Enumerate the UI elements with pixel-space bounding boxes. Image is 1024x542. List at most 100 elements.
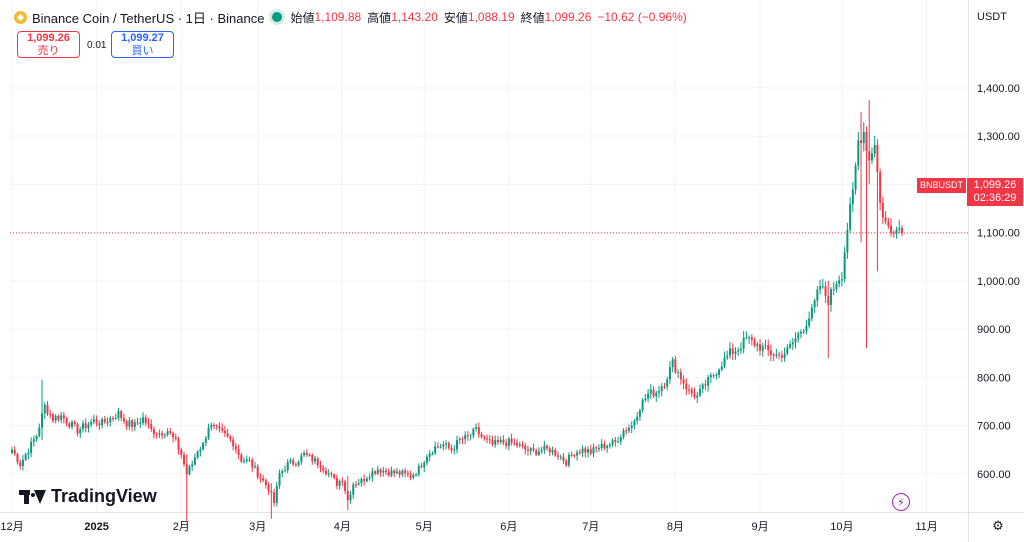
candle[interactable]	[434, 441, 437, 455]
candle[interactable]	[412, 472, 415, 480]
candle[interactable]	[709, 372, 712, 383]
candle[interactable]	[341, 477, 344, 486]
candle[interactable]	[783, 347, 786, 362]
candle[interactable]	[229, 434, 232, 443]
candle[interactable]	[718, 368, 721, 379]
candle[interactable]	[360, 477, 363, 487]
candle[interactable]	[494, 435, 497, 448]
candle[interactable]	[87, 421, 90, 433]
candle[interactable]	[647, 388, 650, 403]
candle[interactable]	[830, 287, 832, 312]
candle[interactable]	[475, 423, 478, 432]
candle[interactable]	[450, 444, 453, 454]
candle[interactable]	[704, 379, 707, 391]
candle[interactable]	[578, 449, 581, 455]
candle[interactable]	[106, 417, 109, 427]
candle[interactable]	[581, 445, 584, 457]
symbol-title[interactable]: Binance Coin / TetherUS · 1日 · Binance	[32, 10, 265, 26]
candle[interactable]	[698, 384, 701, 398]
candle[interactable]	[715, 372, 718, 380]
candle[interactable]	[215, 424, 218, 431]
candle[interactable]	[308, 453, 311, 457]
candle[interactable]	[799, 329, 802, 339]
candle[interactable]	[319, 460, 322, 473]
candle[interactable]	[210, 422, 213, 431]
candle[interactable]	[750, 334, 753, 346]
candle[interactable]	[16, 452, 19, 465]
candle[interactable]	[805, 319, 808, 335]
candle[interactable]	[81, 420, 84, 433]
candle[interactable]	[221, 423, 224, 434]
candle[interactable]	[499, 436, 502, 445]
candle[interactable]	[92, 414, 95, 425]
candle[interactable]	[480, 431, 483, 439]
candle[interactable]	[838, 275, 841, 288]
candle[interactable]	[19, 459, 22, 470]
candle[interactable]	[693, 387, 696, 400]
candle[interactable]	[775, 348, 778, 359]
candle[interactable]	[535, 448, 538, 457]
candle[interactable]	[592, 443, 595, 458]
candle[interactable]	[595, 445, 598, 453]
candle[interactable]	[338, 479, 341, 490]
candle[interactable]	[393, 468, 396, 478]
candle[interactable]	[447, 441, 450, 450]
candle[interactable]	[191, 460, 194, 471]
lightning-icon[interactable]: ⚡	[892, 493, 910, 511]
candle[interactable]	[617, 436, 620, 444]
candle[interactable]	[488, 435, 491, 445]
candle[interactable]	[737, 347, 740, 357]
candle[interactable]	[428, 449, 431, 462]
candle[interactable]	[431, 451, 434, 456]
candle[interactable]	[404, 467, 407, 478]
candle[interactable]	[835, 281, 838, 293]
candle[interactable]	[789, 340, 792, 350]
candle[interactable]	[289, 457, 292, 464]
candle[interactable]	[352, 481, 355, 499]
candle[interactable]	[701, 382, 704, 394]
candle[interactable]	[177, 436, 180, 455]
candle[interactable]	[322, 464, 325, 474]
candle[interactable]	[382, 466, 385, 477]
sell-button[interactable]: 1,099.26 売り	[17, 31, 80, 58]
candle[interactable]	[390, 466, 393, 478]
candle[interactable]	[60, 411, 63, 424]
candle[interactable]	[71, 419, 74, 430]
candle[interactable]	[415, 472, 418, 477]
candle[interactable]	[49, 409, 52, 419]
candle[interactable]	[98, 420, 101, 430]
candle[interactable]	[745, 331, 748, 340]
candle[interactable]	[333, 473, 336, 480]
candle[interactable]	[35, 434, 38, 442]
candle[interactable]	[346, 476, 349, 510]
candle[interactable]	[854, 162, 857, 195]
candle[interactable]	[857, 131, 860, 171]
candle[interactable]	[597, 444, 600, 453]
candle[interactable]	[892, 230, 895, 238]
candle[interactable]	[548, 446, 551, 456]
candle[interactable]	[401, 469, 404, 477]
candle[interactable]	[128, 417, 131, 431]
candle[interactable]	[234, 442, 237, 454]
candle[interactable]	[305, 449, 308, 457]
candle[interactable]	[324, 467, 327, 476]
candle[interactable]	[570, 451, 573, 457]
candle[interactable]	[363, 474, 366, 486]
candle[interactable]	[576, 449, 579, 461]
candle[interactable]	[778, 351, 781, 360]
candle[interactable]	[491, 435, 494, 447]
candle[interactable]	[660, 383, 663, 397]
candle[interactable]	[188, 464, 191, 476]
candle[interactable]	[256, 464, 259, 480]
candle[interactable]	[286, 459, 289, 473]
candle[interactable]	[11, 446, 13, 455]
candle[interactable]	[677, 369, 680, 378]
candle[interactable]	[142, 412, 145, 426]
candle[interactable]	[461, 436, 464, 445]
candle[interactable]	[409, 470, 412, 481]
candle[interactable]	[349, 490, 352, 504]
candle[interactable]	[202, 441, 205, 451]
candle[interactable]	[469, 433, 472, 441]
candle[interactable]	[335, 474, 338, 490]
candle[interactable]	[297, 460, 300, 468]
